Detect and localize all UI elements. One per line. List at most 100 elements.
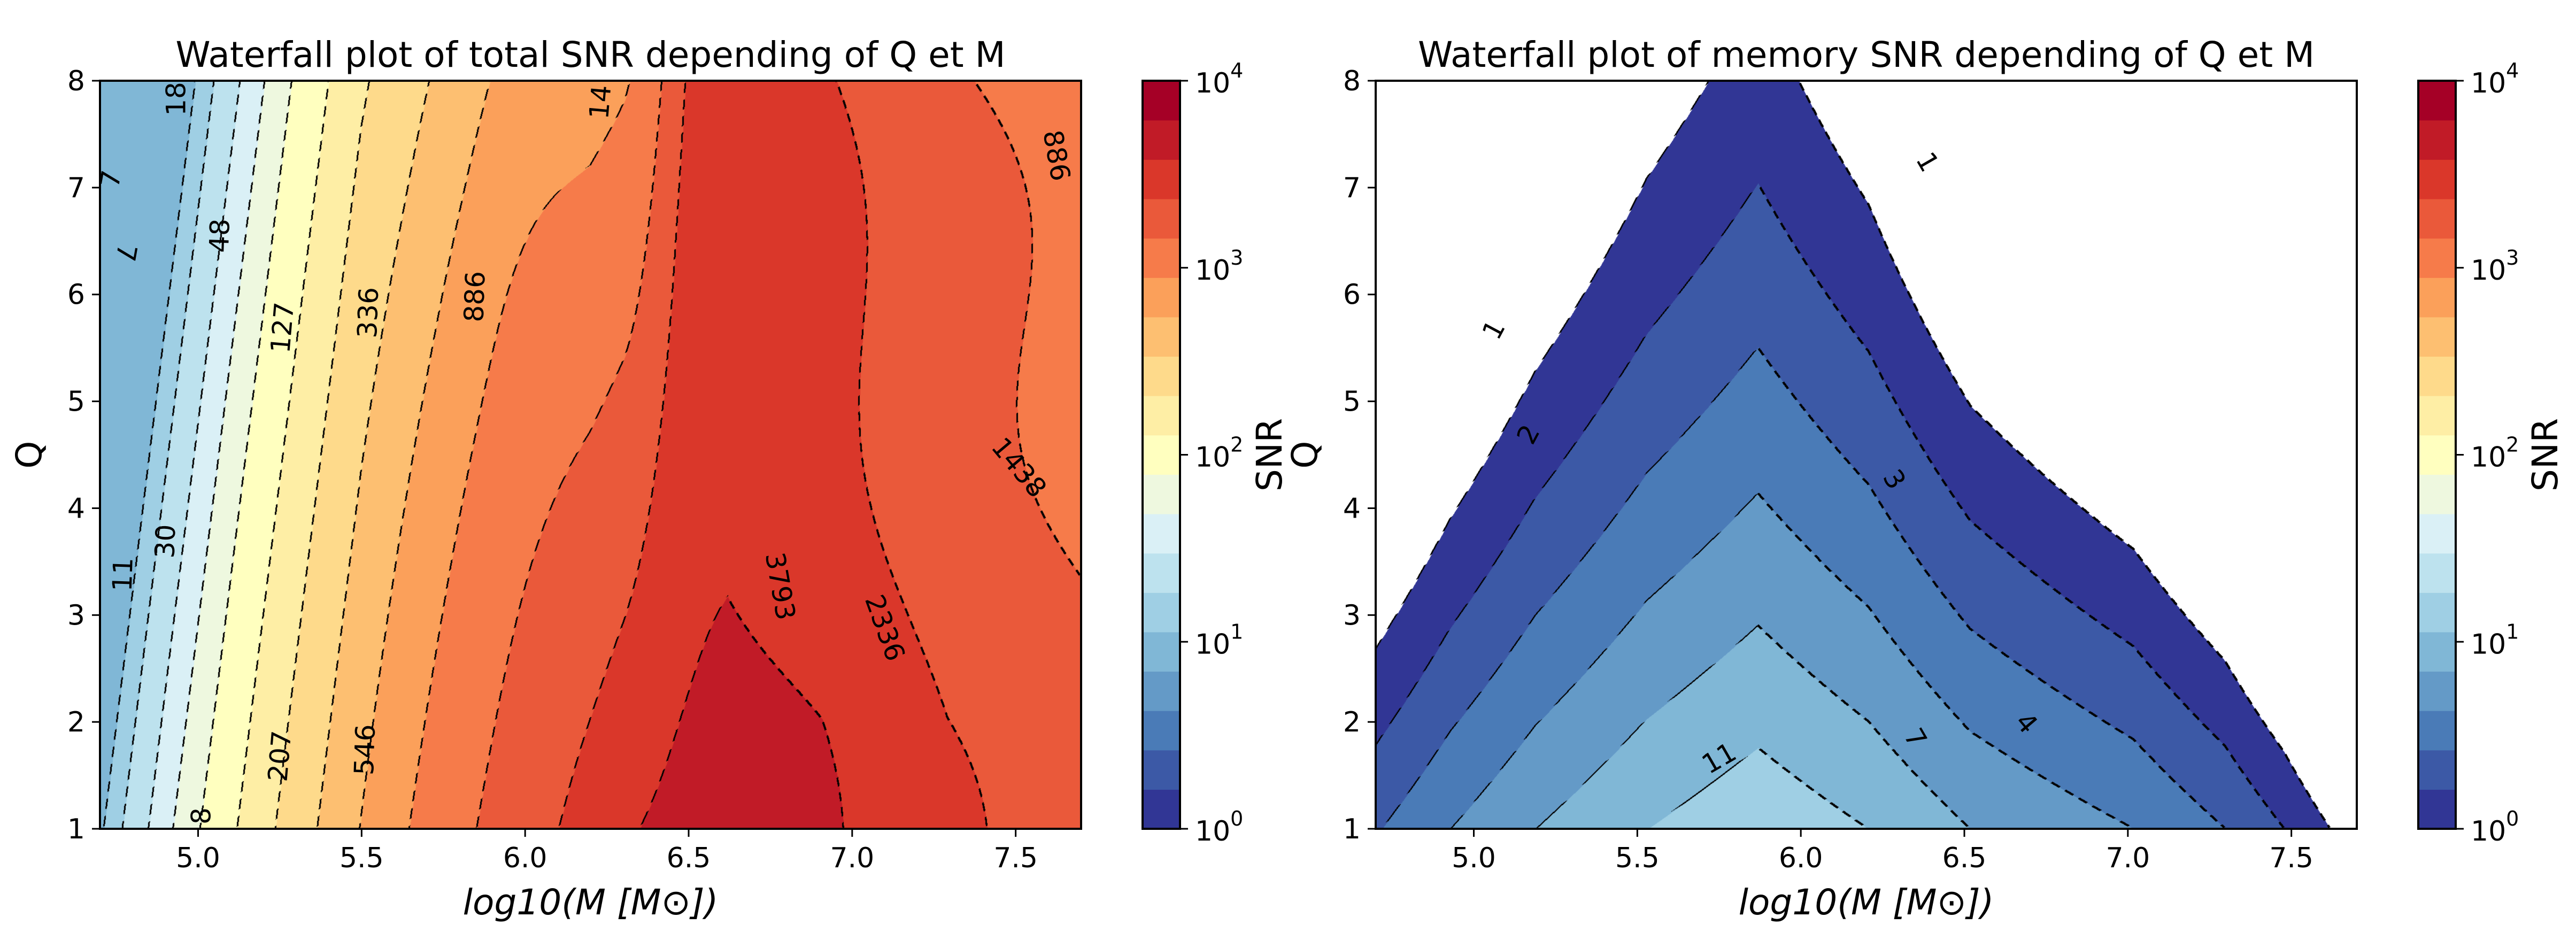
colorbar-band [1143, 278, 1180, 318]
colorbar-band [1143, 671, 1180, 711]
plot-frame [1375, 80, 2358, 830]
contour-label: 14 [583, 84, 617, 120]
colorbar-tick-exponent: 1 [1230, 620, 1243, 643]
y-tick-label: 1 [1343, 813, 1361, 845]
colorbar-tick-label: 100 [2471, 807, 2519, 848]
y-tick-label: 6 [67, 279, 85, 311]
y-tick-label: 8 [67, 65, 85, 97]
contour-label: 3 [1877, 464, 1912, 495]
colorbar-band [2418, 513, 2456, 554]
colorbar-tick-exponent: 1 [2506, 620, 2519, 643]
colorbar-band [1143, 238, 1180, 278]
contour-label: 11 [107, 557, 139, 592]
contour-label: 2336 [859, 591, 911, 665]
colorbar-tick-label: 102 [2471, 433, 2519, 474]
colorbar-band [2418, 238, 2456, 278]
x-tick-label: 5.0 [1452, 842, 1496, 874]
x-tick-label: 5.0 [176, 842, 220, 874]
colorbar-band [1143, 159, 1180, 199]
plot-frame [99, 80, 1082, 830]
contour-label: 1 [1910, 147, 1945, 178]
y-tick-label: 5 [67, 386, 85, 418]
contour-label: 48 [204, 218, 236, 253]
x-tick-label: 6.5 [1942, 842, 1987, 874]
colorbar-band [2418, 553, 2456, 593]
y-tick-label: 3 [1343, 599, 1361, 631]
y-tick-label: 5 [1343, 386, 1361, 418]
colorbar-band [1143, 317, 1180, 357]
y-tick-label: 7 [67, 172, 85, 204]
colorbar-band [2418, 592, 2456, 633]
colorbar-band [2418, 81, 2456, 121]
contour-label: 8 [186, 807, 217, 825]
x-tick-label: 5.5 [340, 842, 384, 874]
colorbar-band [2418, 631, 2456, 672]
x-tick-label: 6.0 [1779, 842, 1823, 874]
colorbar-tick-base: 10 [1195, 815, 1230, 848]
colorbar-tick-label: 103 [1195, 246, 1243, 287]
contour-label: 7 [110, 242, 143, 264]
colorbar-tick-base: 10 [2471, 255, 2506, 287]
contour-label: 1 [1476, 315, 1511, 344]
colorbar-tick-label: 104 [2471, 59, 2519, 99]
y-tick-label: 7 [1343, 172, 1361, 204]
chart-title: Waterfall plot of memory SNR depending o… [1418, 34, 2315, 75]
colorbar-band [1143, 474, 1180, 514]
colorbar-band [1143, 198, 1180, 239]
colorbar-band [2418, 789, 2456, 829]
colorbar-tick-label: 101 [1195, 620, 1243, 660]
colorbar-tick-base: 10 [1195, 628, 1230, 660]
x-tick-label: 5.5 [1615, 842, 1660, 874]
colorbar-tick-exponent: 4 [1230, 59, 1243, 82]
colorbar-label: SNR [2525, 418, 2566, 491]
x-tick-label: 7.5 [993, 842, 1038, 874]
colorbar-band [1143, 396, 1180, 436]
colorbar-band [2418, 750, 2456, 790]
colorbar-tick-base: 10 [2471, 815, 2506, 848]
x-tick-label: 7.0 [2105, 842, 2150, 874]
contour-label: 207 [262, 729, 297, 783]
total-snr-contour-fill [100, 81, 1081, 829]
colorbar-band [1143, 553, 1180, 593]
contour-label: 18 [161, 82, 192, 116]
contour-label: 1438 [985, 432, 1053, 504]
colorbar-tick-base: 10 [1195, 442, 1230, 474]
contour-label: 3793 [759, 550, 801, 622]
colorbar-band [1143, 750, 1180, 790]
y-axis-label: Q [9, 441, 50, 469]
colorbar-label: SNR [1249, 418, 1290, 491]
contour-label: 30 [149, 524, 181, 559]
colorbar-band [1143, 120, 1180, 160]
contour-label: 886 [458, 271, 491, 322]
contour-label: 2 [1511, 420, 1546, 449]
x-axis-label: log10(M [M⊙]) [1739, 882, 1994, 923]
colorbar-band [2418, 396, 2456, 436]
x-axis-label: log10(M [M⊙]) [463, 882, 719, 923]
colorbar-band [1143, 711, 1180, 751]
colorbar-tick-base: 10 [2471, 628, 2506, 660]
colorbar-band [1143, 81, 1180, 121]
x-tick-label: 6.0 [503, 842, 547, 874]
colorbar-tick-exponent: 3 [1230, 246, 1243, 269]
contour-label: 127 [265, 301, 300, 355]
colorbar-band [2418, 198, 2456, 239]
colorbar-band [2418, 278, 2456, 318]
colorbar-band [2418, 711, 2456, 751]
colorbar-tick-base: 10 [2471, 442, 2506, 474]
colorbar-band [1143, 631, 1180, 672]
colorbar-tick-exponent: 2 [2506, 433, 2519, 457]
x-tick-label: 6.5 [667, 842, 711, 874]
y-tick-label: 4 [67, 492, 85, 525]
colorbar-tick-label: 104 [1195, 59, 1243, 99]
colorbar-band [1143, 592, 1180, 633]
colorbar-tick-label: 100 [1195, 807, 1243, 848]
colorbar-tick-exponent: 3 [2506, 246, 2519, 269]
colorbar-tick-base: 10 [2471, 67, 2506, 99]
colorbar-tick-label: 101 [2471, 620, 2519, 660]
y-tick-label: 6 [1343, 279, 1361, 311]
y-tick-label: 3 [67, 599, 85, 631]
colorbar-band [2418, 120, 2456, 160]
